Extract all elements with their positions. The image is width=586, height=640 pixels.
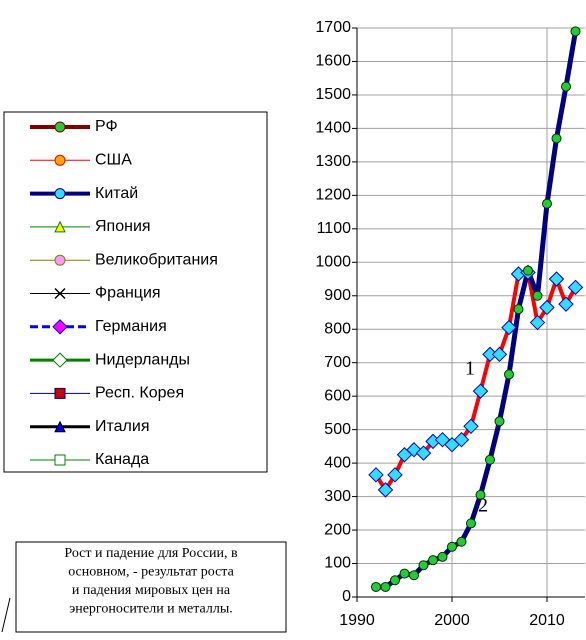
- legend-marker: [54, 420, 66, 433]
- data-point: [501, 319, 517, 336]
- y-tick-label: 1000: [315, 254, 351, 271]
- x-tick-label: 1990: [339, 612, 375, 629]
- data-point: [466, 518, 476, 529]
- legend-label: Япония: [95, 218, 151, 235]
- x-tick-label: 2000: [434, 612, 470, 629]
- series-label: 2: [478, 495, 488, 517]
- data-point: [371, 581, 381, 592]
- y-tick-label: 400: [324, 454, 351, 471]
- data-point: [437, 551, 448, 562]
- legend-marker: [52, 319, 68, 335]
- legend-marker: [54, 220, 66, 233]
- data-point: [529, 314, 546, 331]
- y-tick-label: 700: [324, 354, 351, 371]
- data-point: [472, 383, 489, 399]
- y-tick-label: 500: [324, 421, 351, 438]
- annotation-text: и падения мировых цен на: [72, 583, 231, 598]
- data-point: [368, 467, 384, 483]
- data-point: [453, 431, 470, 448]
- data-point: [558, 296, 574, 312]
- y-tick-label: 800: [324, 320, 351, 337]
- data-point: [551, 133, 562, 144]
- data-point: [390, 575, 400, 586]
- legend-label: Канада: [95, 451, 149, 468]
- data-point: [523, 265, 533, 276]
- legend-marker: [54, 254, 66, 266]
- legend-label: США: [95, 152, 132, 169]
- data-point: [494, 416, 505, 427]
- data-point: [513, 304, 524, 315]
- y-tick-label: 1600: [315, 53, 351, 70]
- y-tick-label: 1400: [315, 120, 351, 137]
- y-tick-label: 300: [324, 488, 351, 505]
- data-point: [428, 555, 438, 566]
- legend-label: Франция: [95, 285, 161, 302]
- data-point: [567, 279, 584, 296]
- legend-label: Великобритания: [95, 251, 218, 268]
- data-point: [447, 541, 457, 552]
- data-point: [570, 26, 581, 37]
- y-tick-label: 600: [324, 387, 351, 404]
- legend-label: Италия: [95, 418, 149, 435]
- data-point: [532, 290, 543, 301]
- plot-area: [357, 28, 585, 597]
- legend-label: Респ. Корея: [95, 385, 184, 402]
- legend-label: Китай: [95, 185, 138, 202]
- data-point: [409, 570, 419, 581]
- pointer-line: [1, 597, 11, 633]
- annotation-text: энергоносители и металлы.: [69, 602, 233, 617]
- annotation-text: Рост и падение для России, в: [64, 546, 238, 561]
- legend-marker: [52, 352, 68, 368]
- y-tick-label: 1100: [317, 220, 352, 237]
- data-point: [377, 482, 394, 498]
- y-tick-label: 1700: [315, 19, 351, 36]
- x-tick-label: 2010: [529, 612, 565, 629]
- data-point: [456, 536, 467, 547]
- y-tick-label: 1200: [315, 187, 351, 204]
- legend-label: Германия: [95, 318, 167, 335]
- data-point: [491, 346, 508, 363]
- legend-marker: [54, 121, 66, 133]
- annotation-text: основном, - результат роста: [68, 565, 234, 580]
- data-point: [418, 560, 429, 571]
- y-tick-label: 1500: [315, 86, 351, 103]
- data-point: [463, 418, 479, 435]
- legend-label: Нидерланды: [95, 351, 190, 368]
- y-tick-label: 1300: [315, 153, 351, 170]
- legend-marker: [54, 454, 66, 466]
- data-point: [548, 271, 565, 287]
- y-tick-label: 0: [342, 588, 351, 605]
- data-point: [399, 568, 410, 579]
- data-point: [539, 299, 555, 316]
- legend-box: [3, 111, 268, 473]
- legend-label: РФ: [95, 118, 118, 135]
- data-point: [380, 581, 391, 592]
- data-point: [485, 454, 495, 465]
- data-point: [475, 489, 486, 500]
- data-point: [387, 467, 403, 483]
- legend-marker: [54, 387, 66, 399]
- y-tick-label: 100: [324, 555, 351, 572]
- annotation-box: [15, 541, 287, 633]
- data-point: [542, 198, 552, 209]
- y-tick-label: 200: [324, 521, 351, 538]
- y-tick-label: 900: [324, 287, 351, 304]
- legend-marker: [54, 287, 66, 300]
- legend-marker: [54, 188, 66, 200]
- data-point: [561, 81, 571, 92]
- data-point: [415, 445, 432, 461]
- series-label: 1: [465, 358, 475, 380]
- data-point: [504, 369, 514, 380]
- legend-marker: [54, 154, 66, 166]
